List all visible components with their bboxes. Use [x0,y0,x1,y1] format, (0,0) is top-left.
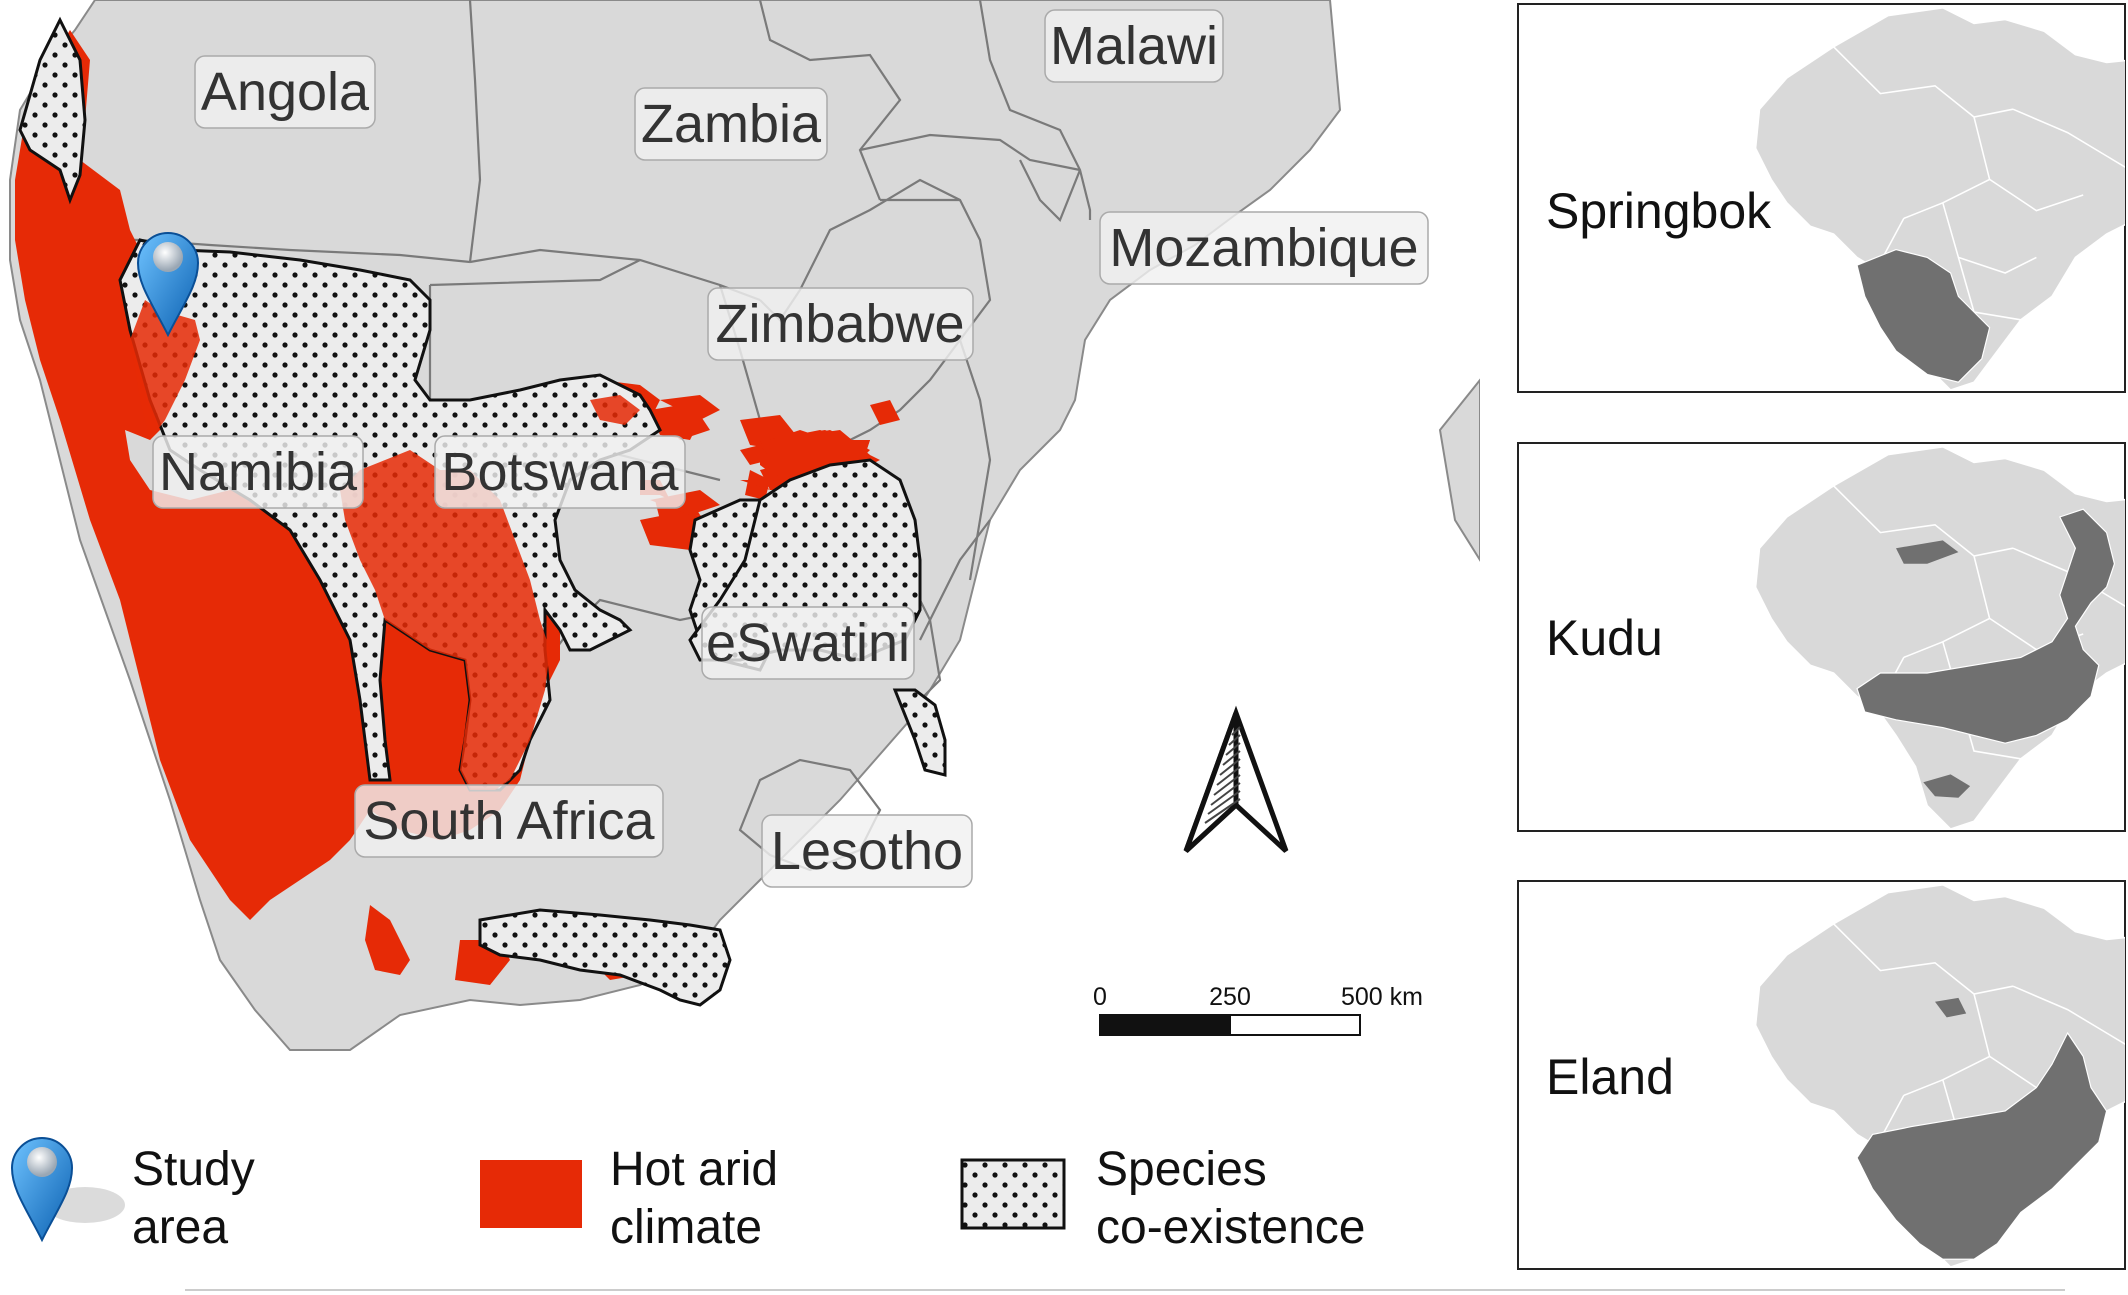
svg-text:Botswana: Botswana [441,442,679,502]
svg-text:Species: Species [1096,1143,1267,1196]
hot-arid-overlap [130,300,640,790]
legend: Study area Hot arid climate Species co-e… [10,1137,2065,1291]
svg-text:Namibia: Namibia [159,442,358,502]
svg-text:Zimbabwe: Zimbabwe [715,294,964,354]
svg-text:Eland: Eland [1546,1049,1674,1105]
svg-text:Malawi: Malawi [1050,16,1218,76]
svg-text:eSwatini: eSwatini [706,613,910,673]
label-south-africa: South Africa [354,784,664,858]
label-botswana: Botswana [434,435,686,509]
label-namibia: Namibia [152,435,364,509]
label-malawi: Malawi [1044,9,1224,83]
study-area-pin [136,232,200,338]
svg-text:Angola: Angola [201,62,370,122]
scale-label-250: 250 [1209,983,1251,1011]
inset-eland: Eland [1517,880,2126,1270]
label-zambia: Zambia [634,87,828,161]
scale-label-0: 0 [1093,983,1107,1011]
svg-text:climate: climate [610,1201,762,1254]
main-map: Angola Zambia Malawi Mozambique Zimbabwe… [9,0,1480,1051]
svg-text:Mozambique: Mozambique [1109,218,1418,278]
legend-coexistence: Species co-existence [960,1143,1365,1254]
svg-text:co-existence: co-existence [1096,1201,1365,1254]
svg-text:Lesotho: Lesotho [771,821,963,881]
svg-text:Springbok: Springbok [1546,183,1772,239]
scale-label-500: 500 km [1341,983,1423,1011]
label-lesotho: Lesotho [761,814,973,888]
svg-text:South Africa: South Africa [363,791,655,851]
map-pin-icon [10,1137,74,1243]
svg-text:Kudu: Kudu [1546,610,1663,666]
hot-arid-swatch [480,1160,582,1228]
label-eswatini: eSwatini [701,606,915,680]
country-labels: Angola Zambia Malawi Mozambique Zimbabwe… [152,9,1429,888]
label-mozambique: Mozambique [1099,211,1429,285]
legend-hot-arid: Hot arid climate [480,1143,778,1254]
svg-text:Zambia: Zambia [641,94,822,154]
scale-bar: 0 250 500 km [1093,983,1423,1036]
svg-text:Hot arid: Hot arid [610,1143,778,1196]
north-arrow-icon [1183,705,1289,853]
inset-kudu: Kudu [1517,442,2126,832]
svg-text:area: area [132,1201,228,1254]
label-zimbabwe: Zimbabwe [707,287,974,361]
inset-springbok: Springbok [1517,3,2126,393]
label-angola: Angola [194,55,376,129]
coexistence-swatch [960,1158,1066,1230]
svg-text:Study: Study [132,1143,255,1196]
legend-study-area: Study area [10,1137,255,1254]
